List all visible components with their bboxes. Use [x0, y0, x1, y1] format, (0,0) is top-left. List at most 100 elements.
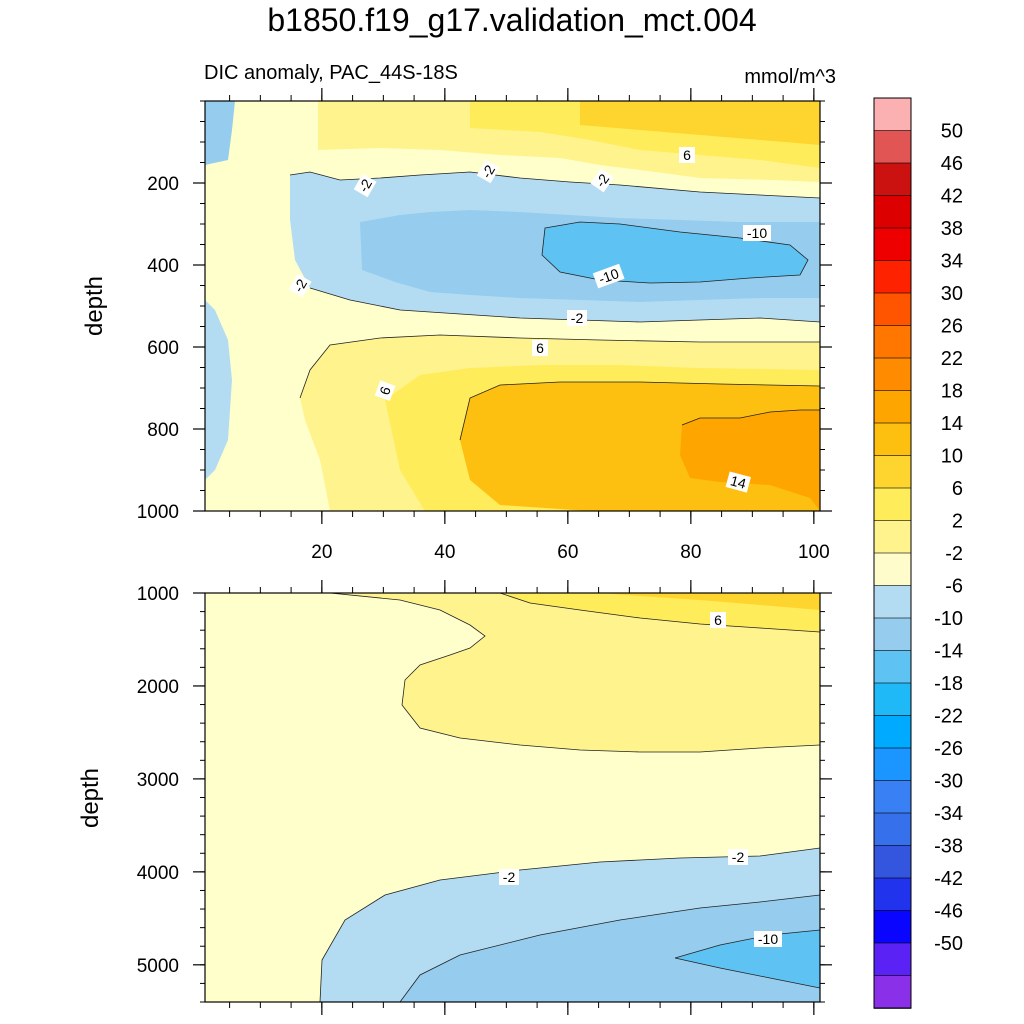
lower-panel: depth 1000 2000 3000 4000 5000 6 -2 -2 -10 — [77, 580, 832, 1015]
colorbar-swatch — [873, 325, 912, 359]
y-tick-label: 2000 — [137, 677, 179, 698]
lower-region-minus6to10 — [400, 895, 820, 1002]
colorbar-swatch — [873, 780, 912, 814]
colorbar-label: 50 — [941, 121, 963, 143]
y-tick-label: 400 — [147, 256, 179, 277]
colorbar-label: -10 — [934, 608, 963, 630]
upper-contour-label: 6 — [536, 340, 544, 356]
colorbar-label: 38 — [941, 218, 963, 240]
colorbar-swatch — [873, 975, 912, 1009]
y-tick-label: 3000 — [137, 770, 179, 791]
upper-y-axis-label: depth — [81, 276, 108, 336]
colorbar-label: -2 — [945, 543, 963, 565]
upper-region-surface-10to14 — [580, 101, 820, 145]
lower-x-ticks — [229, 580, 815, 1015]
x-tick-label: 40 — [434, 542, 455, 563]
y-tick-label: 1000 — [137, 584, 179, 605]
colorbar-label: -18 — [934, 673, 963, 695]
colorbar-swatch — [873, 195, 912, 229]
lower-contour-label: 6 — [714, 612, 722, 628]
colorbar-label: 42 — [941, 186, 963, 208]
lower-contour-labels: 6 -2 -2 -10 — [499, 612, 782, 947]
upper-x-ticks: 20 40 60 80 100 — [229, 88, 830, 563]
upper-y-ticks: 200 400 600 800 1000 — [137, 100, 832, 523]
lower-contour-field — [205, 593, 820, 1002]
colorbar-swatch — [873, 260, 912, 294]
colorbar-label: -50 — [934, 933, 963, 955]
x-tick-label: 20 — [311, 542, 332, 563]
colorbar-label: -30 — [934, 771, 963, 793]
colorbar-label: 6 — [952, 478, 963, 500]
lower-contour-lines — [319, 593, 820, 1002]
colorbar-label: -22 — [934, 706, 963, 728]
colorbar-label: 46 — [941, 153, 963, 175]
upper-contour-label: 14 — [729, 472, 748, 492]
colorbar: 50 46 42 38 34 30 26 22 18 14 10 6 2 -2 -6 -10 -14 -18 -22… — [873, 97, 963, 1009]
colorbar-swatch — [873, 97, 912, 132]
chart-title: b1850.f19_g17.validation_mct.004 — [267, 2, 757, 38]
colorbar-label: -46 — [934, 901, 963, 923]
upper-contour-label: -2 — [571, 310, 584, 326]
colorbar-label: 22 — [941, 348, 963, 370]
colorbar-swatch — [873, 845, 912, 879]
colorbar-swatch — [873, 487, 912, 522]
upper-region-left-cool — [205, 101, 235, 165]
colorbar-labels: 50 46 42 38 34 30 26 22 18 14 10 6 2 -2 -6 -10 -14 -18 -22… — [934, 121, 963, 956]
y-tick-label: 1000 — [137, 502, 179, 523]
colorbar-label: 18 — [941, 381, 963, 403]
colorbar-label: 2 — [952, 511, 963, 533]
upper-contour-label: 6 — [683, 147, 691, 163]
colorbar-swatch — [873, 682, 912, 717]
upper-contour-field — [205, 101, 820, 511]
lower-y-ticks: 1000 2000 3000 4000 5000 — [137, 584, 832, 1003]
colorbar-label: 30 — [941, 283, 963, 305]
colorbar-label: -6 — [945, 576, 963, 598]
colorbar-swatch — [873, 910, 912, 944]
colorbar-swatch — [873, 650, 912, 684]
colorbar-swatch — [873, 585, 912, 619]
colorbar-label: 34 — [941, 251, 963, 273]
colorbar-swatch — [873, 747, 912, 782]
colorbar-label: -26 — [934, 738, 963, 760]
colorbar-swatch — [873, 162, 912, 197]
upper-region-left-cool-deep — [205, 300, 232, 480]
upper-contour-label: -10 — [596, 265, 621, 287]
upper-region-deep-14to18 — [680, 410, 820, 511]
upper-contour-label: -10 — [747, 225, 767, 241]
y-tick-label: 800 — [147, 420, 179, 441]
lower-contour-label: -2 — [732, 849, 745, 865]
colorbar-swatch — [873, 292, 912, 327]
colorbar-label: -34 — [934, 803, 963, 825]
colorbar-swatch — [873, 130, 912, 164]
upper-contour-lines — [289, 171, 820, 441]
colorbar-swatch — [873, 520, 912, 554]
upper-panel: depth 200 400 600 800 1000 20 40 60 80 100 6 -2 … — [81, 88, 832, 563]
colorbar-swatch — [873, 227, 912, 262]
lower-contour-label: -10 — [758, 931, 778, 947]
x-tick-label: 80 — [680, 542, 701, 563]
lower-region-10to14 — [600, 593, 820, 610]
colorbar-label: 10 — [941, 446, 963, 468]
colorbar-swatch — [873, 357, 912, 392]
colorbar-swatch — [873, 617, 912, 652]
colorbar-swatches — [873, 97, 912, 1009]
colorbar-swatch — [873, 552, 912, 587]
y-tick-label: 200 — [147, 174, 179, 195]
units-label: mmol/m^3 — [744, 66, 836, 88]
lower-y-axis-label: depth — [77, 768, 104, 828]
colorbar-label: -14 — [934, 641, 963, 663]
colorbar-swatch — [873, 877, 912, 912]
x-tick-label: 60 — [557, 542, 578, 563]
chart-subtitle: DIC anomaly, PAC_44S-18S — [204, 62, 458, 84]
colorbar-swatch — [873, 422, 912, 457]
colorbar-swatch — [873, 390, 912, 424]
lower-region-minus10to14 — [675, 930, 820, 988]
colorbar-frame — [873, 97, 912, 1009]
colorbar-swatch — [873, 812, 912, 847]
y-tick-label: 4000 — [137, 863, 179, 884]
x-tick-label: 100 — [798, 542, 830, 563]
colorbar-label: -38 — [934, 836, 963, 858]
colorbar-swatch — [873, 942, 912, 977]
colorbar-swatch — [873, 455, 912, 489]
